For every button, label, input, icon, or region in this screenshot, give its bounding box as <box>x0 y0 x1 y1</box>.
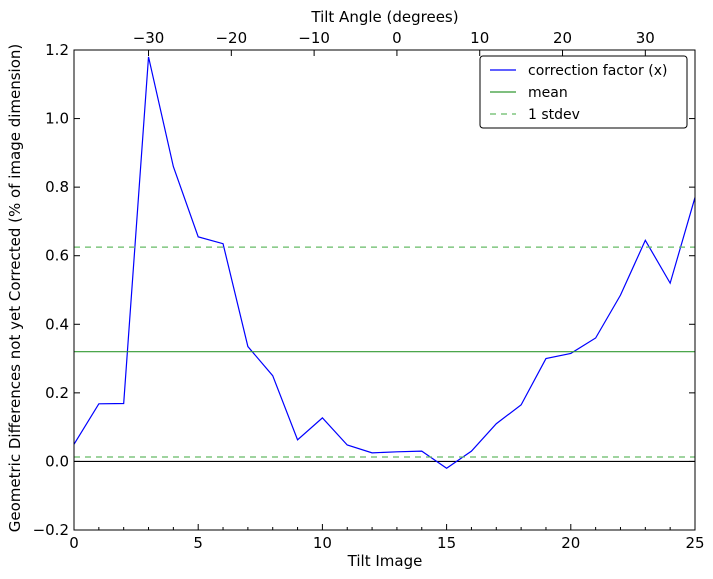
series-line-correction-factor-x <box>73 56 696 470</box>
top-tick-label: 30 <box>636 29 655 47</box>
top-tick-label: 20 <box>553 29 572 47</box>
top-tick-label: −30 <box>133 29 165 47</box>
y-tick-label: −0.2 <box>33 521 69 539</box>
x-tick-label: 20 <box>561 534 580 552</box>
legend-label-stdev: 1 stdev <box>528 107 580 123</box>
y-tick-label: 0.0 <box>45 452 69 470</box>
top-axis-title: Tilt Angle (degrees) <box>310 8 458 26</box>
top-tick-label: 0 <box>392 29 402 47</box>
x-tick-label: 10 <box>313 534 332 552</box>
y-tick-label: 0.6 <box>45 247 69 265</box>
y-tick-label: 0.2 <box>45 384 69 402</box>
legend-label-mean: mean <box>528 85 568 101</box>
x-axis-title: Tilt Image <box>347 552 423 570</box>
x-tick-label: 0 <box>69 534 79 552</box>
legend-box <box>479 55 688 129</box>
ticks: 0 5 10 15 20 25 −0.2 0.0 0.2 0.4 0.6 0.8 1.0 1.2 −30 −2… <box>33 29 705 552</box>
x-tick-label: 25 <box>685 534 704 552</box>
plot-content <box>73 56 696 470</box>
legend-label-correction: correction factor (x) <box>528 63 667 79</box>
top-tick-label: 10 <box>470 29 489 47</box>
plot-frame <box>73 49 696 531</box>
legend: correction factor (x) mean 1 stdev <box>479 55 688 129</box>
y-tick-label: 1.2 <box>45 41 69 59</box>
top-tick-label: −10 <box>298 29 330 47</box>
y-tick-label: 0.4 <box>45 315 69 333</box>
x-tick-label: 5 <box>193 534 203 552</box>
y-axis-title: Geometric Differences not yet Corrected … <box>6 44 24 533</box>
top-tick-label: −20 <box>215 29 247 47</box>
x-tick-label: 15 <box>437 534 456 552</box>
y-tick-label: 1.0 <box>45 110 69 128</box>
y-tick-label: 0.8 <box>45 178 69 196</box>
